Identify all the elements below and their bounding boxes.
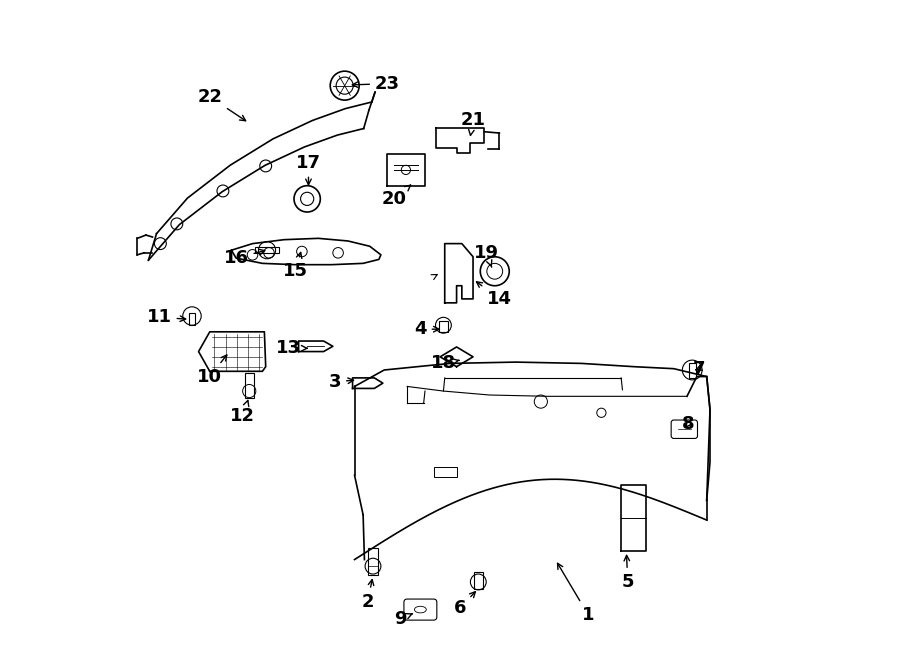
Bar <box>256 247 279 253</box>
Text: 20: 20 <box>382 185 410 208</box>
Text: 4: 4 <box>414 320 439 338</box>
Text: 9: 9 <box>394 610 412 628</box>
Text: 17: 17 <box>296 153 321 184</box>
Text: 2: 2 <box>362 580 374 611</box>
Bar <box>368 548 378 575</box>
Text: 19: 19 <box>473 244 499 267</box>
Text: 6: 6 <box>454 592 475 617</box>
Bar <box>439 321 448 332</box>
Text: 22: 22 <box>197 88 246 121</box>
Text: 13: 13 <box>276 339 307 358</box>
Text: 1: 1 <box>557 563 595 624</box>
Text: 16: 16 <box>223 249 265 267</box>
Text: 8: 8 <box>682 415 695 433</box>
Text: 23: 23 <box>352 75 400 93</box>
Text: 14: 14 <box>476 282 512 308</box>
Text: 7: 7 <box>693 360 705 377</box>
Text: 10: 10 <box>197 355 227 385</box>
Text: 3: 3 <box>328 373 354 391</box>
Text: 12: 12 <box>230 401 256 425</box>
Text: 18: 18 <box>431 354 459 372</box>
Bar <box>189 313 195 325</box>
Bar <box>688 364 696 378</box>
Text: 21: 21 <box>461 111 485 136</box>
Text: 5: 5 <box>622 555 634 591</box>
Bar <box>473 572 483 588</box>
Text: 15: 15 <box>283 253 308 280</box>
Bar <box>434 467 456 477</box>
Text: 11: 11 <box>147 308 185 327</box>
Bar <box>245 373 254 398</box>
